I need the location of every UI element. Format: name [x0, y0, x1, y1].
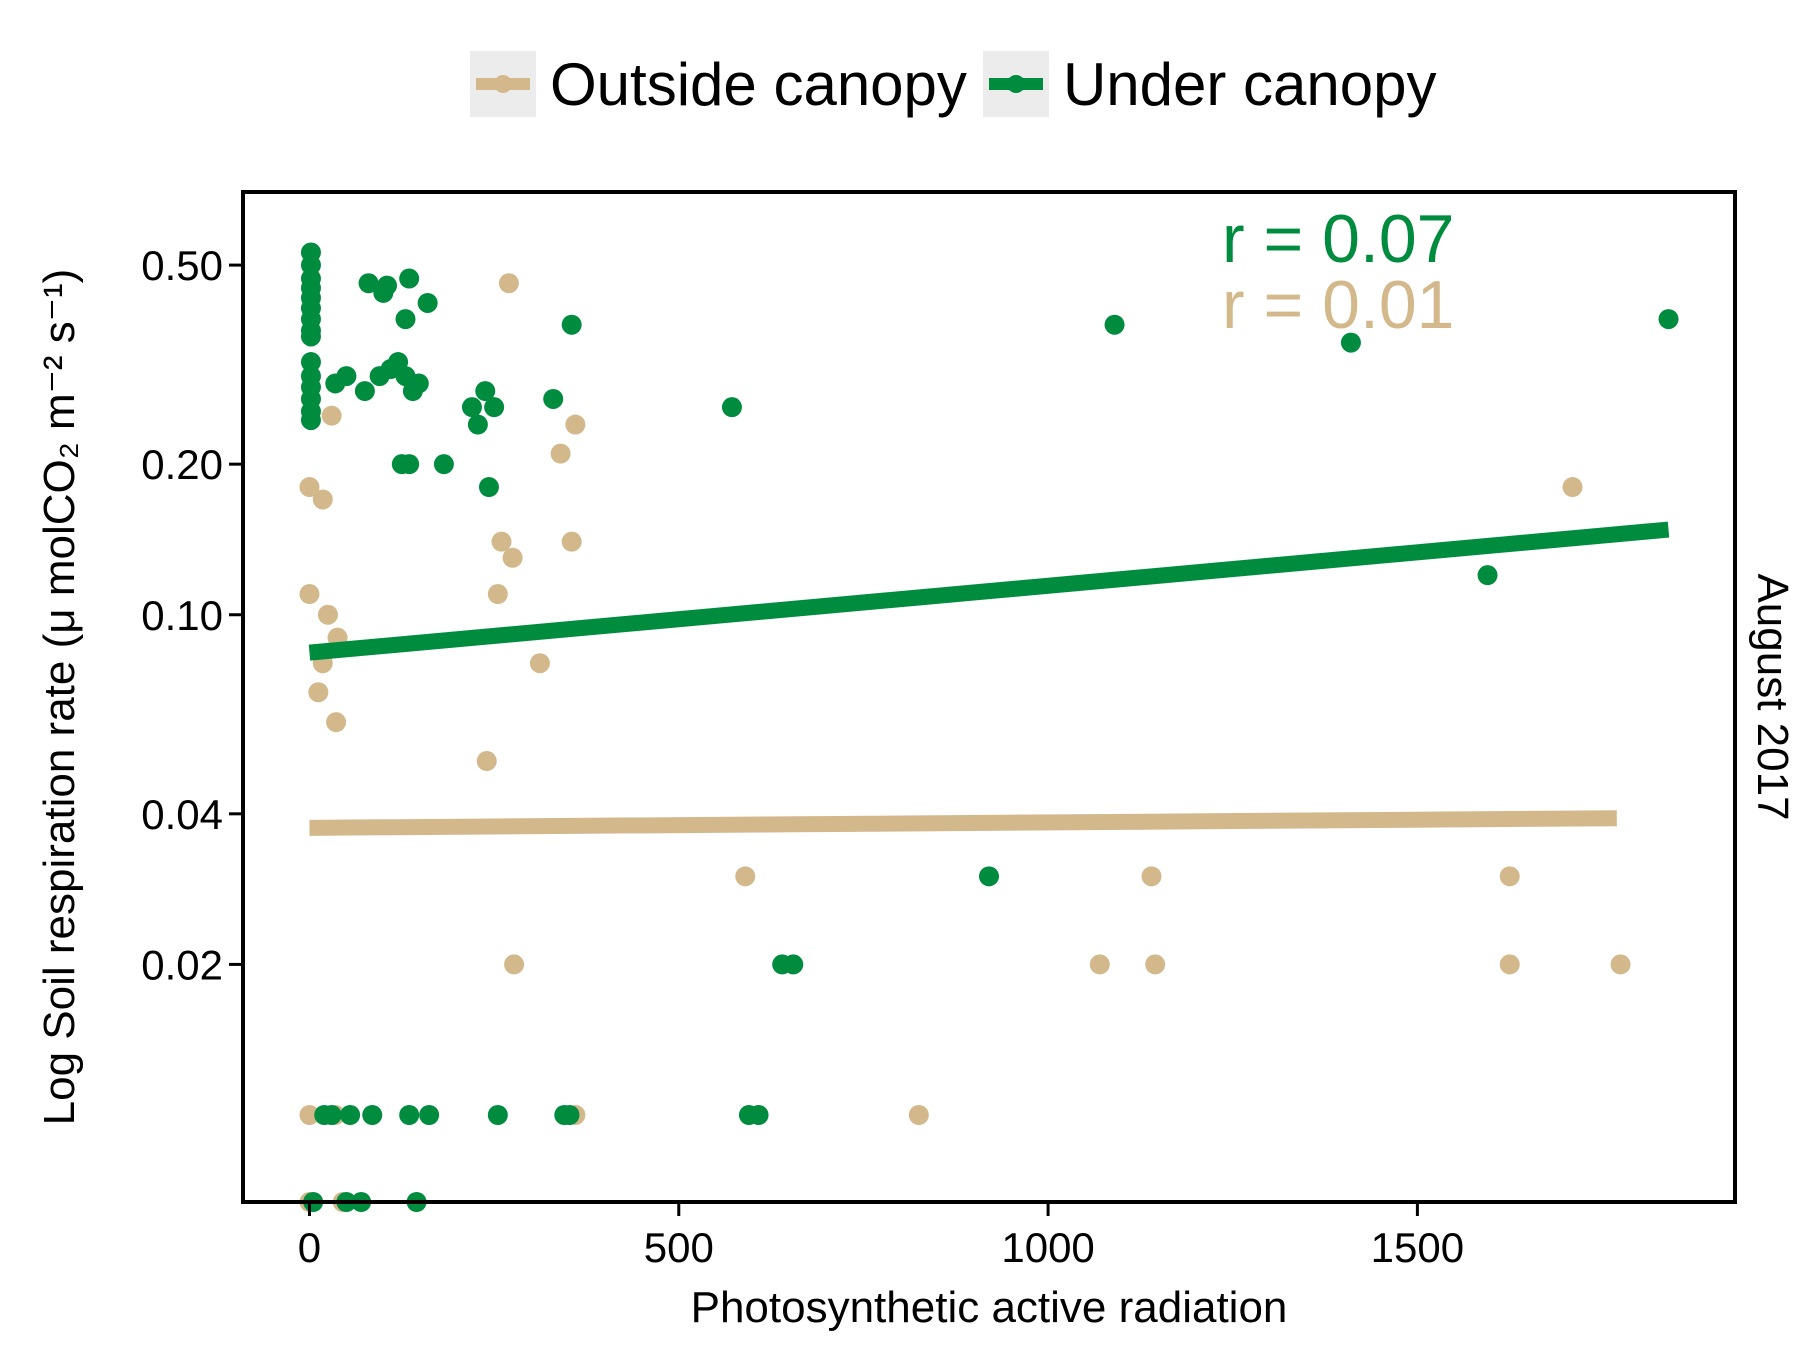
point-outside-2 — [498, 273, 519, 294]
legend-key-outside-canopy — [470, 51, 536, 117]
trend-line-outside-canopy — [309, 810, 1617, 836]
point-outside-6 — [299, 584, 320, 605]
point-outside-24 — [1145, 954, 1166, 975]
point-under-34 — [467, 414, 488, 435]
point-under-47 — [783, 954, 804, 975]
point-outside-12 — [491, 531, 512, 552]
point-under-43 — [1658, 309, 1679, 330]
facet-strip-label: August 2017 — [1748, 573, 1797, 820]
point-outside-0 — [299, 477, 320, 498]
x-tick-label-0: 0 — [298, 1224, 321, 1271]
x-axis-title: Photosynthetic active radiation — [691, 1283, 1288, 1332]
plot-panel-border — [241, 190, 1737, 1204]
point-under-52 — [399, 1104, 420, 1125]
legend: Outside canopy Under canopy — [470, 44, 1453, 124]
point-under-24 — [354, 381, 375, 402]
point-outside-15 — [561, 531, 582, 552]
y-tick-label-2: 0.10 — [141, 592, 223, 639]
point-outside-21 — [1562, 477, 1583, 498]
point-under-53 — [419, 1104, 440, 1125]
point-outside-23 — [1089, 954, 1110, 975]
point-outside-16 — [529, 653, 550, 674]
point-under-23 — [336, 366, 357, 387]
point-under-56 — [559, 1104, 580, 1125]
point-under-40 — [478, 477, 499, 498]
y-axis-title-main: Log Soil respiration rate — [35, 648, 84, 1125]
point-under-17 — [377, 275, 398, 296]
x-tick-label-1: 500 — [644, 1224, 714, 1271]
point-under-20 — [395, 309, 416, 330]
point-under-32 — [475, 381, 496, 402]
point-outside-20 — [1499, 866, 1520, 887]
point-outside-5 — [565, 414, 586, 435]
point-outside-4 — [550, 443, 571, 464]
legend-label-outside-canopy: Outside canopy — [550, 50, 967, 118]
point-under-39 — [433, 454, 454, 475]
point-under-51 — [362, 1104, 383, 1125]
legend-dot-under-canopy — [1006, 75, 1025, 93]
point-under-54 — [487, 1104, 508, 1125]
r-value-outside-canopy: r = 0.01 — [1222, 267, 1455, 343]
point-under-8 — [300, 326, 321, 347]
point-outside-26 — [1610, 954, 1631, 975]
point-outside-11 — [326, 712, 347, 733]
point-under-21 — [561, 314, 582, 335]
y-tick-label-0: 0.50 — [141, 242, 223, 289]
y-tick-label-1: 0.20 — [141, 441, 223, 488]
point-under-42 — [1340, 332, 1361, 353]
legend-key-under-canopy — [982, 51, 1049, 117]
point-outside-19 — [1141, 866, 1162, 887]
legend-label-under-canopy: Under canopy — [1062, 50, 1437, 118]
point-outside-30 — [908, 1104, 929, 1125]
point-outside-1 — [312, 489, 333, 510]
point-under-33 — [484, 397, 505, 418]
point-under-38 — [399, 454, 420, 475]
point-under-14 — [300, 410, 321, 431]
point-under-50 — [340, 1104, 361, 1125]
r-value-under-canopy: r = 0.07 — [1222, 201, 1455, 277]
legend-dot-outside-canopy — [494, 75, 512, 93]
point-under-18 — [399, 268, 420, 289]
point-outside-22 — [504, 954, 525, 975]
y-axis-title-unit: (μ molCO₂ m⁻² s⁻¹) — [35, 269, 84, 649]
point-outside-25 — [1499, 954, 1520, 975]
legend-item-outside-canopy: Outside canopy — [470, 50, 967, 119]
point-under-44 — [1477, 565, 1498, 586]
point-outside-17 — [476, 751, 497, 772]
point-under-49 — [321, 1104, 342, 1125]
point-outside-18 — [735, 866, 756, 887]
point-outside-10 — [308, 682, 329, 703]
point-under-30 — [408, 373, 429, 394]
point-under-36 — [721, 397, 742, 418]
point-under-58 — [748, 1104, 769, 1125]
point-outside-7 — [317, 604, 338, 625]
legend-item-under-canopy: Under canopy — [982, 50, 1437, 119]
point-under-31 — [461, 397, 482, 418]
x-tick-label-2: 1000 — [1001, 1224, 1094, 1271]
y-tick-label-4: 0.02 — [141, 941, 223, 988]
point-under-35 — [543, 388, 564, 409]
trend-line-under-canopy — [308, 521, 1670, 661]
point-under-15 — [358, 273, 379, 294]
point-under-19 — [417, 292, 438, 313]
point-outside-3 — [321, 405, 342, 426]
y-tick-label-3: 0.04 — [141, 791, 223, 838]
point-outside-13 — [487, 584, 508, 605]
x-tick-label-3: 1500 — [1371, 1224, 1464, 1271]
point-outside-14 — [502, 547, 523, 568]
point-outside-27 — [299, 1104, 320, 1125]
point-under-9 — [300, 352, 321, 373]
point-under-41 — [1104, 314, 1125, 335]
point-under-45 — [979, 866, 999, 887]
y-axis-title: Log Soil respiration rate (μ molCO₂ m⁻² … — [35, 269, 84, 1126]
